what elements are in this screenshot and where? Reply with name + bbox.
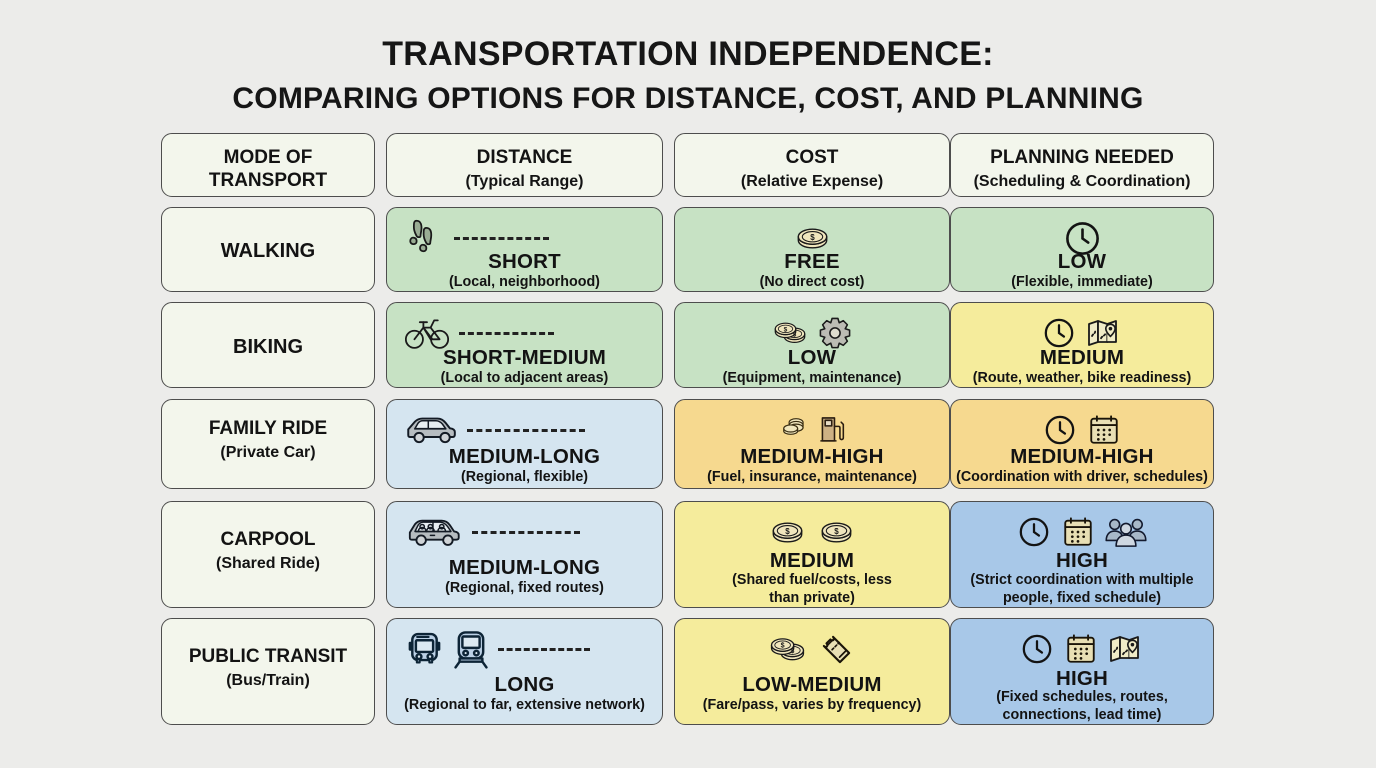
svg-text:$: $ [781,641,785,649]
svg-text:$: $ [793,331,797,338]
svg-text:$: $ [784,326,788,333]
svg-text:$: $ [785,526,790,535]
svg-text:$: $ [810,232,815,241]
svg-text:$: $ [834,526,839,535]
svg-text:$: $ [790,647,794,655]
